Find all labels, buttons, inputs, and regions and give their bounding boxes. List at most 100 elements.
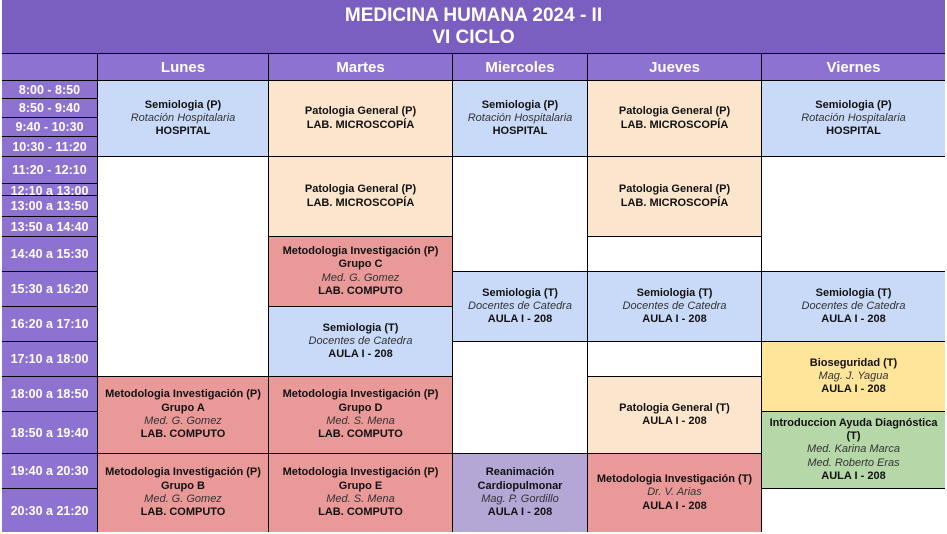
- course-group: Grupo C: [338, 258, 383, 271]
- class-block: Semiologia (T) Docentes de Catedra AULA …: [588, 272, 761, 341]
- day-header-jueves: Jueves: [588, 54, 761, 80]
- course-teacher: Dr. V. Arias: [647, 486, 702, 499]
- course-room: AULA I - 208: [642, 499, 707, 512]
- course-room: AULA I - 208: [821, 383, 886, 396]
- course-name: Metodologia Investigación (P): [282, 244, 439, 257]
- time-slot: 17:10 a 18:00: [2, 342, 97, 376]
- course-group: Grupo B: [161, 479, 205, 492]
- empty-slot: [98, 157, 268, 376]
- course-teacher: Mag. P. Gordillo: [481, 493, 559, 505]
- class-block: Semiologia (T) Docentes de Catedra AULA …: [762, 272, 945, 341]
- class-block: Introduccion Ayuda Diagnóstica (T) Med. …: [762, 412, 945, 488]
- course-name: Semiologia (T): [636, 286, 713, 299]
- course-teacher: Med. S. Mena: [326, 415, 395, 427]
- course-teacher: Med. Karina Marca: [807, 443, 900, 456]
- course-room: LAB. COMPUTO: [140, 428, 226, 441]
- course-name: Metodologia Investigación (P): [282, 466, 439, 479]
- course-name: Patologia General (P): [304, 183, 417, 196]
- program-title: MEDICINA HUMANA 2024 - II: [344, 4, 603, 26]
- time-slot: 8:00 - 8:50: [2, 81, 97, 98]
- course-name: Metodologia Investigación (P): [282, 388, 439, 401]
- time-slot: 15:30 a 16:20: [2, 272, 97, 306]
- course-group: Grupo E: [338, 479, 383, 492]
- course-room: AULA I - 208: [642, 313, 707, 326]
- empty-slot: [762, 157, 945, 271]
- course-name: Bioseguridad (T): [809, 356, 898, 369]
- time-slot: 13:00 a 13:50: [2, 196, 97, 216]
- course-name: Metodologia Investigación (P): [105, 466, 261, 479]
- corner-cell: [2, 54, 97, 80]
- course-name: Patologia General (P): [618, 183, 731, 196]
- course-room: LAB. COMPUTO: [140, 506, 226, 519]
- course-room: AULA I - 208: [487, 506, 553, 519]
- course-teacher: Med. G. Gomez: [144, 493, 222, 505]
- course-group: Grupo A: [161, 401, 205, 414]
- class-block: Patologia General (P) LAB. MICROSCOPÍA: [588, 81, 761, 156]
- course-group: Grupo D: [338, 401, 383, 414]
- time-slot: 16:20 a 17:10: [2, 307, 97, 341]
- empty-slot: [588, 237, 761, 271]
- course-detail: Docentes de Catedra: [801, 299, 906, 312]
- time-slot: 13:50 a 14:40: [2, 217, 97, 236]
- day-header-viernes: Viernes: [762, 54, 945, 80]
- time-slot: 20:30 a 21:20: [2, 489, 97, 532]
- course-name: Patologia General (P): [618, 105, 731, 118]
- class-block: Patologia General (P) LAB. MICROSCOPÍA: [269, 81, 452, 156]
- class-block: Bioseguridad (T) Mag. J. Yagua AULA I - …: [762, 342, 945, 411]
- course-room: AULA I - 208: [328, 348, 393, 361]
- course-name: Reanimación Cardiopulmonar: [477, 466, 563, 492]
- class-block: Semiologia (P) Rotación Hospitalaria HOS…: [762, 81, 945, 156]
- course-detail: Rotación Hospitalaria: [130, 111, 236, 124]
- day-header-miercoles: Miercoles: [453, 54, 587, 80]
- class-block: Semiologia (T) Docentes de Catedra AULA …: [453, 272, 587, 341]
- time-slot: 14:40 a 15:30: [2, 237, 97, 271]
- course-name: Semiologia (T): [482, 286, 558, 299]
- course-name: Patologia General (T): [619, 401, 730, 414]
- time-slot: 18:50 a 19:40: [2, 412, 97, 453]
- class-block: Metodologia Investigación (P) Grupo C Me…: [269, 237, 452, 306]
- course-teacher: Med. Roberto Eras: [807, 456, 900, 469]
- course-room: HOSPITAL: [826, 125, 881, 138]
- course-room: LAB. MICROSCOPÍA: [306, 196, 415, 209]
- course-detail: Docentes de Catedra: [468, 299, 572, 312]
- course-name: Semiologia (P): [144, 98, 222, 111]
- class-block: Metodologia Investigación (P) Grupo A Me…: [98, 377, 268, 453]
- time-slot: 18:00 a 18:50: [2, 377, 97, 411]
- course-room: LAB. COMPUTO: [318, 284, 403, 297]
- day-header-lunes: Lunes: [98, 54, 268, 80]
- schedule-title: MEDICINA HUMANA 2024 - II VI CICLO: [2, 0, 945, 53]
- course-name: Metodologia Investigación (T): [596, 473, 753, 486]
- course-detail: Docentes de Catedra: [308, 334, 413, 347]
- time-slot: 12:10 a 13:00: [2, 184, 97, 195]
- day-header-martes: Martes: [269, 54, 452, 80]
- course-name: Metodologia Investigación (P): [105, 388, 261, 401]
- course-room: LAB. COMPUTO: [318, 506, 403, 519]
- class-block: Patologia General (P) LAB. MICROSCOPÍA: [269, 157, 452, 236]
- class-block: Semiologia (T) Docentes de Catedra AULA …: [269, 307, 452, 376]
- course-room: LAB. MICROSCOPÍA: [306, 118, 415, 131]
- course-room: HOSPITAL: [155, 125, 211, 138]
- time-slot: 19:40 a 20:30: [2, 454, 97, 488]
- time-slot: 10:30 - 11:20: [2, 137, 97, 156]
- class-block: Metodologia Investigación (P) Grupo E Me…: [269, 454, 452, 532]
- course-detail: Docentes de Catedra: [622, 299, 727, 312]
- course-detail: Rotación Hospitalaria: [801, 111, 906, 124]
- course-room: AULA I - 208: [821, 469, 886, 482]
- class-block: Patologia General (P) LAB. MICROSCOPÍA: [588, 157, 761, 236]
- course-room: AULA I - 208: [642, 415, 707, 427]
- class-block: Metodologia Investigación (T) Dr. V. Ari…: [588, 454, 761, 532]
- course-name: Patologia General (P): [304, 105, 417, 118]
- course-teacher: Med. S. Mena: [326, 493, 395, 505]
- class-block: Metodologia Investigación (P) Grupo D Me…: [269, 377, 452, 453]
- class-block: Semiologia (P) Rotación Hospitalaria HOS…: [98, 81, 268, 156]
- course-name: Semiologia (T): [322, 321, 399, 334]
- class-block: Metodologia Investigación (P) Grupo B Me…: [98, 454, 268, 532]
- time-slot: 11:20 - 12:10: [2, 157, 97, 183]
- empty-slot: [453, 342, 587, 453]
- course-name: Semiologia (P): [815, 98, 892, 111]
- course-room: AULA I - 208: [821, 313, 886, 326]
- course-teacher: Med. G. Gomez: [144, 415, 222, 427]
- course-teacher: Mag. J. Yagua: [818, 369, 889, 382]
- course-room: AULA I - 208: [487, 313, 553, 326]
